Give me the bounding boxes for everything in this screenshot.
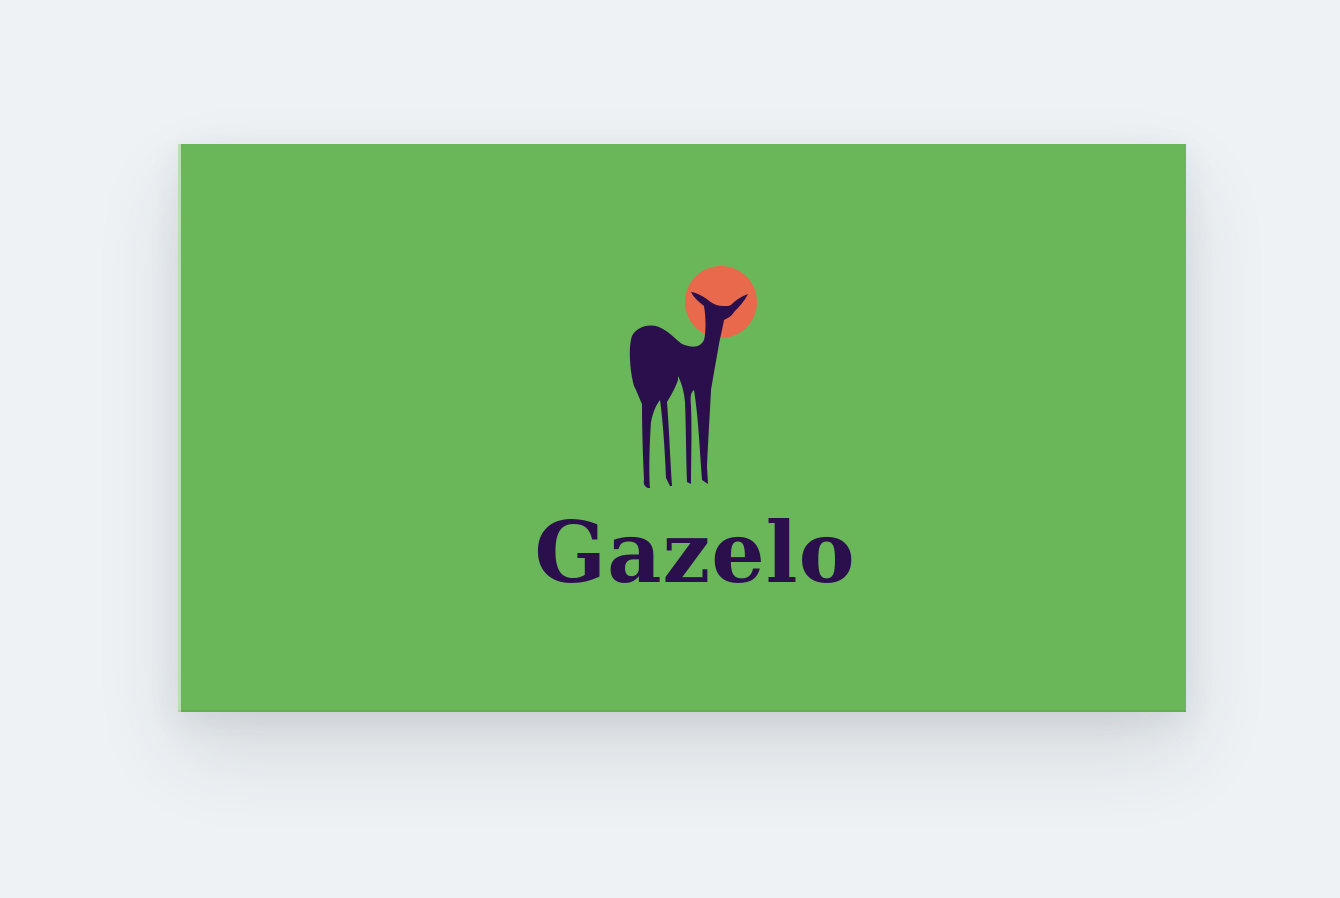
business-card — [178, 144, 1186, 712]
gazelle-logo-icon — [629, 266, 757, 488]
sun-circle-icon — [685, 266, 757, 338]
brand-wordmark: Gazelo — [534, 503, 856, 602]
gazelle-silhouette-icon — [629, 292, 748, 488]
